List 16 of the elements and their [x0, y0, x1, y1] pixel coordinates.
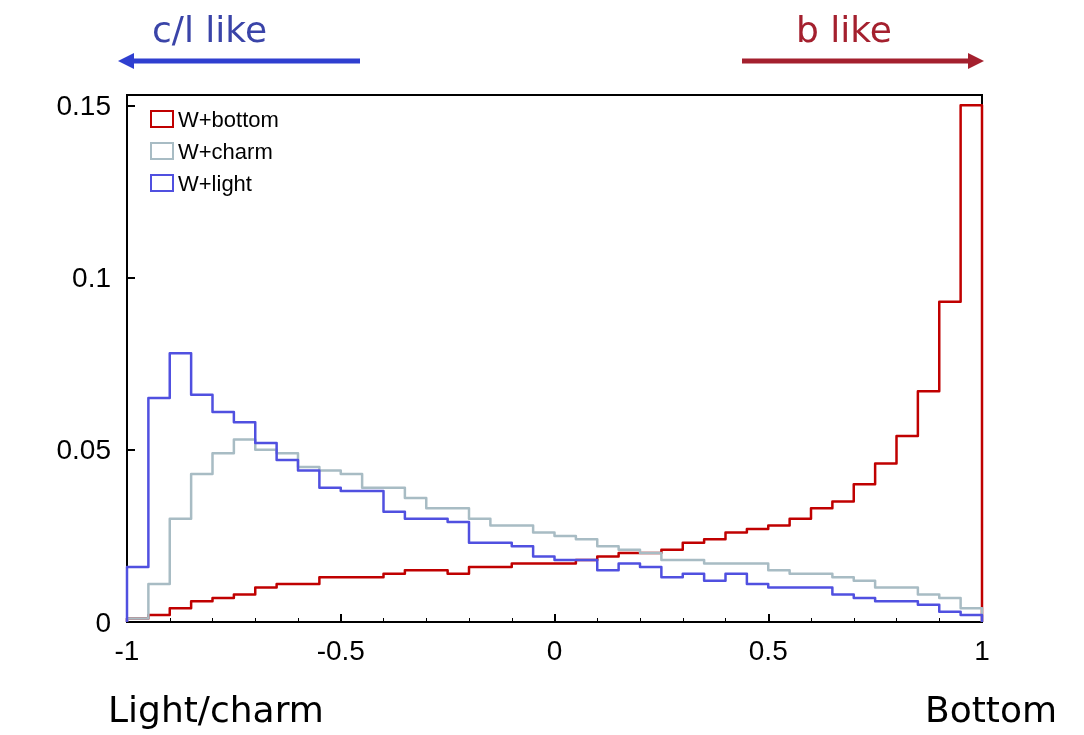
- x-tick-label: 1: [974, 634, 990, 666]
- x-tick-label: -1: [114, 634, 140, 666]
- text: Bottom: [925, 688, 1058, 732]
- legend-label: W+light: [178, 170, 252, 196]
- legend-label: W+charm: [178, 138, 273, 164]
- x-tick-label: -0.5: [316, 634, 365, 666]
- y-tick-label: 0: [95, 606, 111, 638]
- legend-label: W+bottom: [178, 106, 279, 132]
- text: c/l like: [152, 8, 268, 52]
- y-tick-label: 0.15: [56, 89, 111, 121]
- x-tick-label: 0: [546, 634, 563, 666]
- x-tick-label: 0.5: [748, 634, 788, 666]
- text: b like: [796, 8, 893, 52]
- y-tick-label: 0.05: [56, 434, 111, 466]
- text: Light/charm: [108, 688, 324, 732]
- y-tick-label: 0.1: [72, 262, 111, 294]
